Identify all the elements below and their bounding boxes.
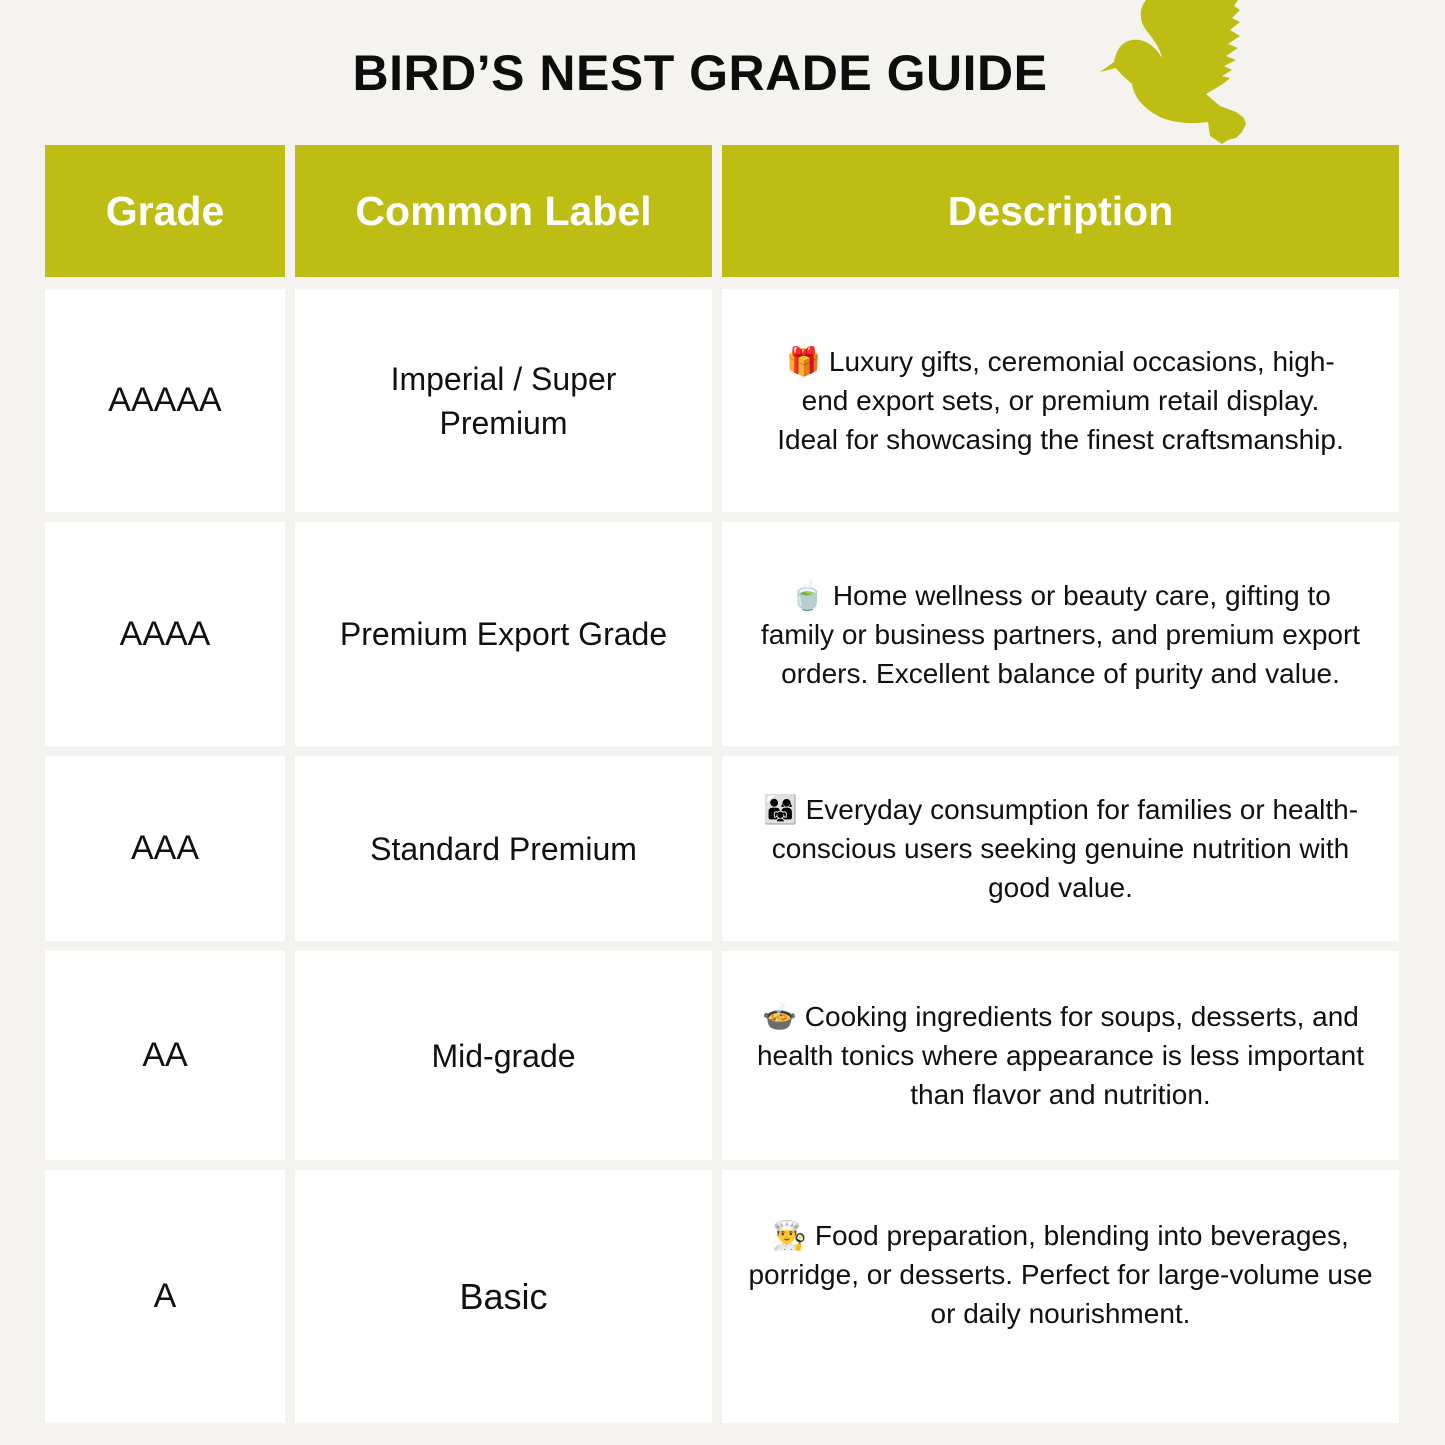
description-cell: 👨‍👩‍👧 Everyday consumption for families … — [722, 756, 1399, 941]
gift-icon: 🎁 — [786, 346, 822, 377]
label-cell: Premium Export Grade — [295, 522, 712, 746]
grade-cell: AAAA — [45, 522, 285, 746]
description-cell: 🎁 Luxury gifts, ceremonial occasions, hi… — [722, 289, 1399, 512]
header-common-label: Common Label — [295, 145, 712, 277]
label-cell: Basic — [295, 1170, 712, 1423]
grade-cell: A — [45, 1170, 285, 1423]
grade-cell: AAA — [45, 756, 285, 941]
grade-cell: AA — [45, 951, 285, 1160]
label-cell: Imperial / Super Premium — [295, 289, 712, 512]
label-cell: Standard Premium — [295, 756, 712, 941]
page-title: BIRD’S NEST GRADE GUIDE — [352, 45, 1048, 101]
description-cell: 🍲 Cooking ingredients for soups, dessert… — [722, 951, 1399, 1160]
tea-bowl-icon: 🍵 — [790, 579, 826, 611]
description-cell: 👨‍🍳 Food preparation, blending into beve… — [722, 1170, 1399, 1423]
family-icon: 👨‍👩‍👧 — [762, 794, 798, 825]
grade-cell: AAAAA — [45, 289, 285, 512]
soup-bowl-icon: 🍲 — [762, 1001, 797, 1032]
chef-icon: 👨‍🍳 — [772, 1220, 808, 1251]
header-grade: Grade — [45, 145, 285, 277]
header-description: Description — [722, 145, 1399, 277]
dove-icon — [1100, 0, 1246, 144]
label-cell: Mid-grade — [295, 951, 712, 1160]
description-cell: 🍵 Home wellness or beauty care, gifting … — [722, 522, 1399, 746]
